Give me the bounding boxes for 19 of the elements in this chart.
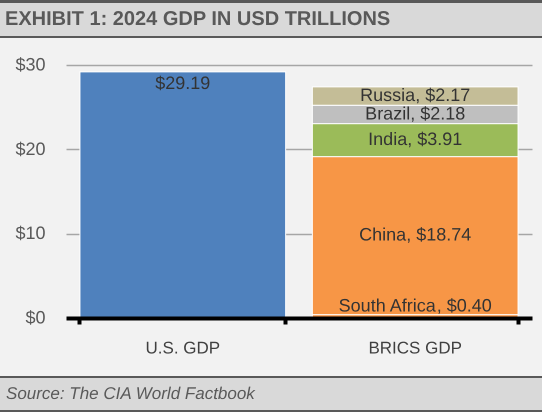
data-label: , $3.91 [407,129,462,150]
y-tick-label: $30 [15,54,46,74]
series-label: South Africa [338,296,437,316]
source-note: Source: The CIA World Factbook [0,376,542,412]
y-tick-label: $10 [15,223,46,244]
y-tick-label: $0 [25,308,46,328]
data-label: $29.19 [155,72,210,93]
x-tick-label: BRICS GDP [368,338,462,358]
series-label: Russia [360,85,416,106]
chart-title: EXHIBIT 1: 2024 GDP IN USD TRILLIONS [0,0,542,38]
y-tick-label: $20 [15,138,46,159]
x-tick-label: U.S. GDP [145,338,220,358]
data-label: , $2.18 [410,103,466,124]
data-label: , $18.74 [406,224,472,245]
series-label: India [368,129,408,150]
series-label: Brazil [365,103,410,124]
data-label: , $2.17 [415,85,470,106]
series-label: China [359,224,408,245]
data-label: , $0.40 [436,296,492,316]
